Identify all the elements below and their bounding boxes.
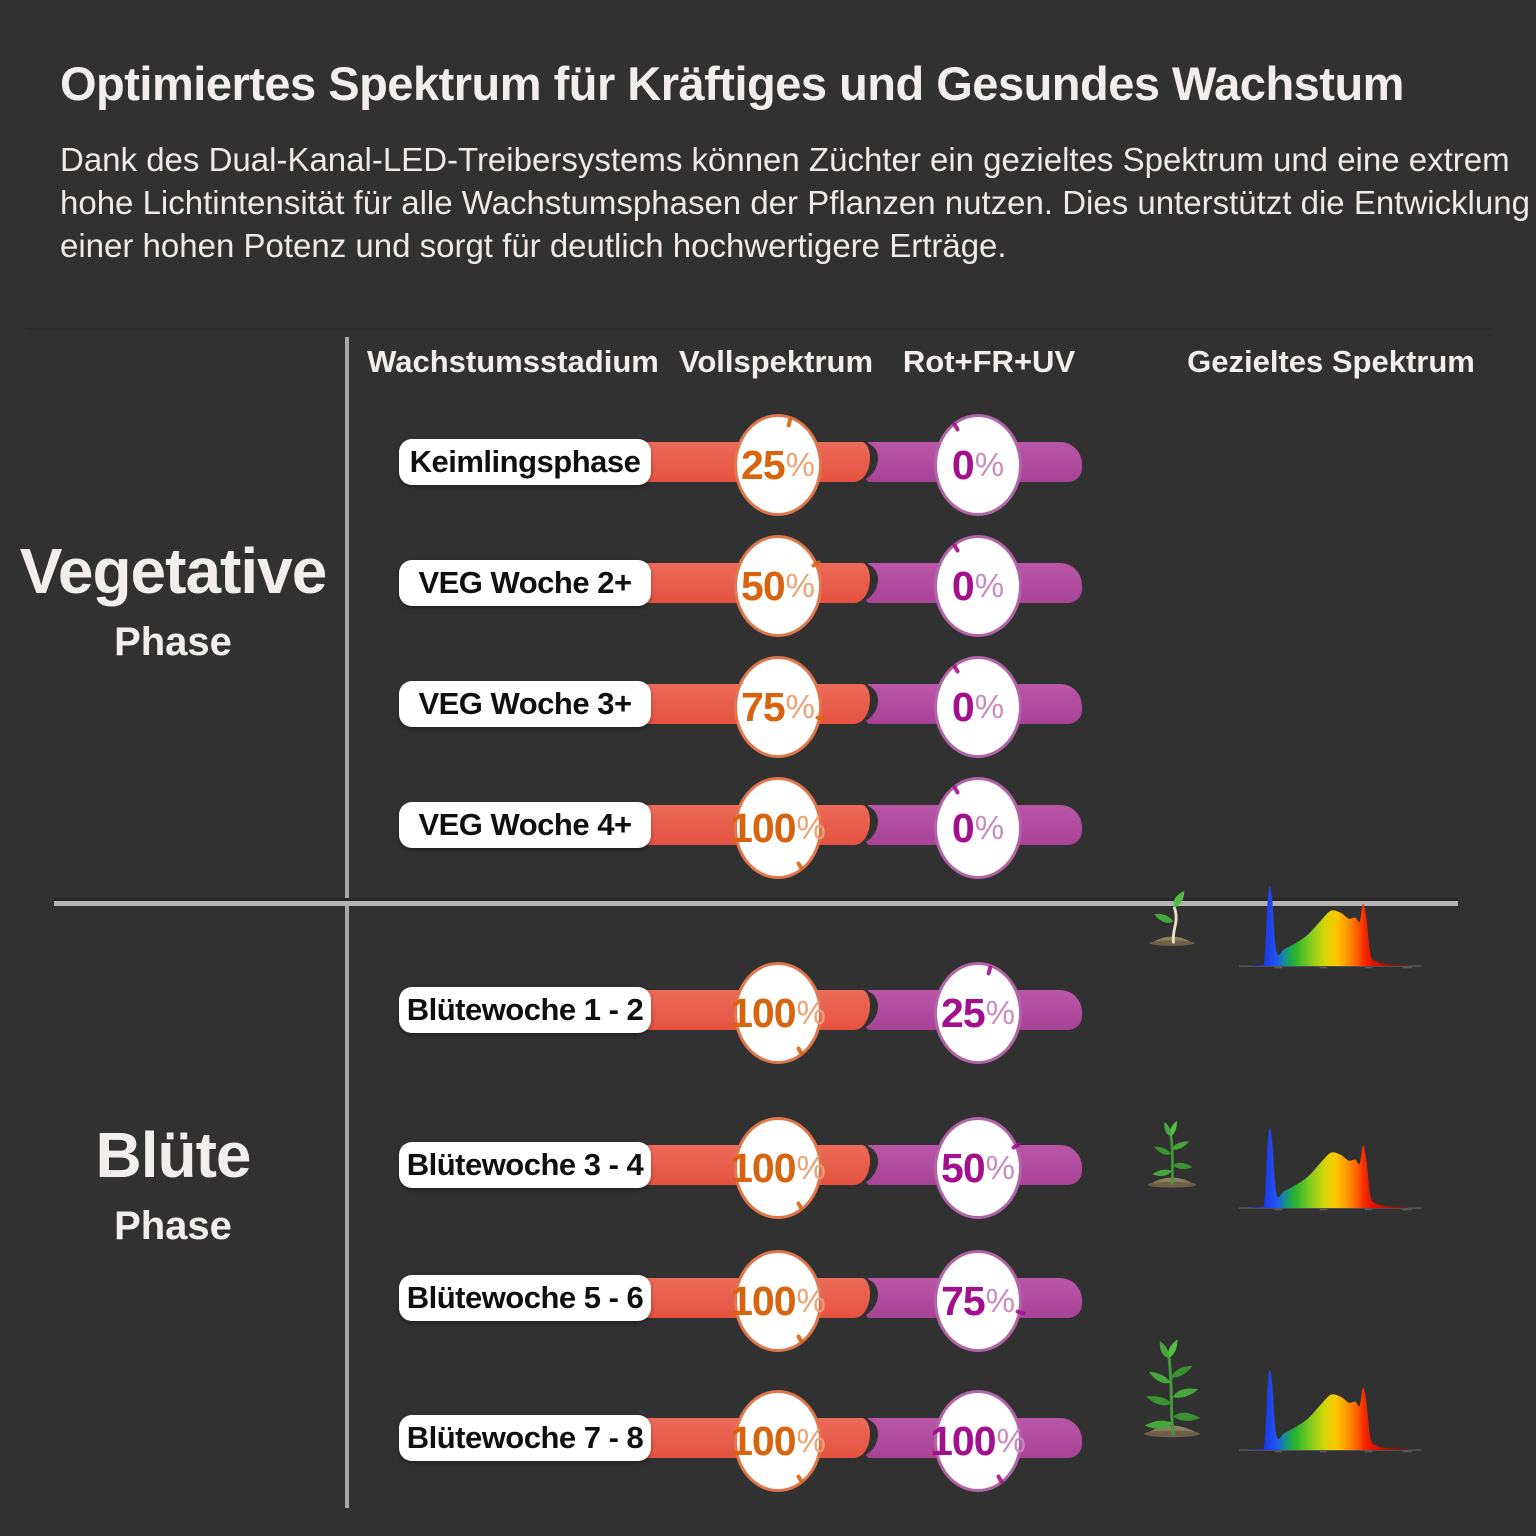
table-top-border — [25, 328, 1491, 330]
stage-label: VEG Woche 3+ — [399, 681, 651, 727]
stage-label-text: VEG Woche 4+ — [418, 807, 632, 842]
vollspektrum-percent-badge: 100% — [730, 777, 826, 879]
percent-sign: % — [996, 1422, 1026, 1459]
vollspektrum-percent-badge: 25% — [734, 414, 822, 516]
spectrum-chart — [1237, 1358, 1425, 1458]
phase-sub: Phase — [114, 620, 232, 664]
stage-label-text: Blütewoche 1 - 2 — [406, 992, 644, 1027]
stage-label-text: Blütewoche 3 - 4 — [406, 1147, 644, 1182]
vollspektrum-percent-value: 25 — [741, 441, 786, 488]
vollspektrum-percent-badge: 100% — [730, 1250, 826, 1352]
percent-sign: % — [974, 809, 1005, 846]
rot-fr-uv-percent-badge: 75% — [934, 1250, 1026, 1352]
rot-fr-uv-percent-badge: 0% — [934, 656, 1022, 758]
rot-fr-uv-percent-value: 50 — [941, 1144, 986, 1191]
phase-divider — [54, 901, 1458, 906]
vollspektrum-percent-badge: 100% — [730, 1390, 826, 1492]
page-title: Optimiertes Spektrum für Kräftiges und G… — [60, 57, 1404, 110]
percent-sign: % — [785, 446, 815, 483]
percent-sign: % — [985, 1282, 1015, 1319]
percent-sign: % — [974, 567, 1005, 604]
percent-sign: % — [974, 688, 1005, 725]
page-description: Dank des Dual-Kanal-LED-Treibersystems k… — [60, 141, 1530, 264]
vollspektrum-percent-value: 100 — [730, 1417, 796, 1464]
percent-sign: % — [985, 994, 1015, 1031]
vollspektrum-percent-value: 100 — [730, 804, 796, 851]
percent-sign: % — [796, 1149, 826, 1186]
rot-fr-uv-percent-value: 0 — [951, 683, 975, 730]
vollspektrum-percent-value: 100 — [730, 1144, 796, 1191]
vollspektrum-percent-badge: 50% — [734, 535, 822, 637]
column-header-wachstumsstadium: Wachstumsstadium — [367, 344, 659, 379]
percent-sign: % — [796, 994, 826, 1031]
percent-sign: % — [985, 1149, 1015, 1186]
stage-label: Blütewoche 5 - 6 — [399, 1275, 651, 1321]
rot-fr-uv-percent-value: 75 — [941, 1277, 986, 1324]
spectrum-chart — [1237, 874, 1425, 974]
rot-fr-uv-percent-badge: 25% — [934, 962, 1022, 1064]
phase-name: Vegetative — [19, 535, 328, 607]
spectrum-chart — [1237, 1116, 1425, 1216]
vertical-divider — [345, 337, 349, 1508]
young-plant-icon — [1128, 1084, 1216, 1190]
stage-label: Keimlingsphase — [399, 439, 651, 485]
rot-fr-uv-percent-value: 25 — [941, 989, 986, 1036]
stage-label-text: VEG Woche 3+ — [418, 686, 632, 721]
stage-label: VEG Woche 4+ — [399, 802, 651, 848]
stage-label-text: Blütewoche 7 - 8 — [406, 1420, 644, 1455]
vollspektrum-percent-value: 50 — [741, 562, 786, 609]
percent-sign: % — [785, 567, 815, 604]
stage-label-text: Blütewoche 5 - 6 — [406, 1280, 644, 1315]
phase-name: Blüte — [95, 1119, 252, 1191]
stage-label-text: VEG Woche 2+ — [418, 565, 632, 600]
rot-fr-uv-percent-value: 0 — [951, 804, 975, 851]
vollspektrum-percent-value: 100 — [730, 989, 796, 1036]
seedling-icon — [1133, 850, 1211, 948]
stage-label: Blütewoche 7 - 8 — [399, 1415, 651, 1461]
percent-sign: % — [796, 809, 826, 846]
vollspektrum-percent-badge: 75% — [734, 656, 826, 758]
rot-fr-uv-percent-value: 0 — [951, 562, 975, 609]
column-header-rot-fr-uv: Rot+FR+UV — [902, 344, 1076, 379]
rot-fr-uv-percent-badge: 50% — [934, 1117, 1022, 1219]
rot-fr-uv-percent-badge: 0% — [934, 777, 1022, 879]
rot-fr-uv-percent-badge: 100% — [930, 1390, 1026, 1492]
phase-sub: Phase — [114, 1204, 232, 1248]
stage-label: Blütewoche 3 - 4 — [399, 1142, 651, 1188]
percent-sign: % — [785, 688, 815, 725]
column-header-gezieltes-spektrum: Gezieltes Spektrum — [1187, 344, 1475, 379]
phase-label-bluete: Blüte Phase — [0, 1118, 346, 1249]
rot-fr-uv-percent-badge: 0% — [934, 535, 1022, 637]
percent-sign: % — [796, 1282, 826, 1319]
vollspektrum-percent-badge: 100% — [730, 1117, 826, 1219]
stage-label: VEG Woche 2+ — [399, 560, 651, 606]
rot-fr-uv-percent-value: 100 — [930, 1417, 996, 1464]
vollspektrum-percent-badge: 100% — [730, 962, 826, 1064]
percent-sign: % — [974, 446, 1005, 483]
phase-label-vegetative: Vegetative Phase — [0, 534, 346, 665]
medium-plant-icon — [1119, 1318, 1225, 1440]
vollspektrum-percent-value: 100 — [730, 1277, 796, 1324]
stage-label-text: Keimlingsphase — [409, 444, 641, 479]
percent-sign: % — [796, 1422, 826, 1459]
rot-fr-uv-percent-value: 0 — [951, 441, 975, 488]
rot-fr-uv-percent-badge: 0% — [934, 414, 1022, 516]
column-header-vollspektrum: Vollspektrum — [678, 344, 874, 379]
stage-label: Blütewoche 1 - 2 — [399, 987, 651, 1033]
vollspektrum-percent-value: 75 — [741, 683, 786, 730]
